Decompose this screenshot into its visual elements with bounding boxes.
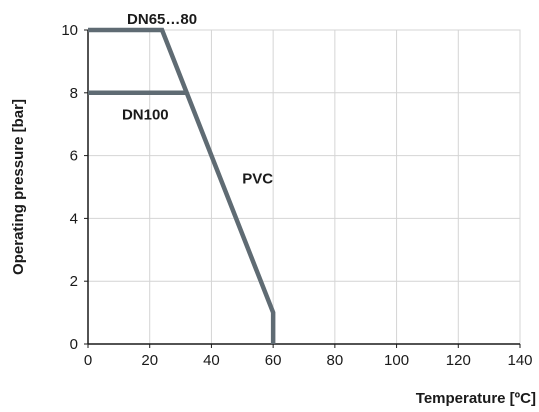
- x-axis-title: Temperature [ºC]: [416, 390, 536, 407]
- x-tick-label-3: 60: [265, 352, 282, 369]
- grid: [87, 29, 521, 345]
- annotation-0: DN65…80: [127, 11, 197, 28]
- y-tick-label-0: 0: [70, 336, 78, 353]
- x-tick-label-4: 80: [327, 352, 344, 369]
- x-tick-labels: 0 20 40 60 80 100 120 140: [84, 344, 533, 369]
- y-tick-label-2: 4: [70, 210, 78, 227]
- x-tick-label-7: 140: [507, 352, 532, 369]
- y-tick-label-4: 8: [70, 85, 78, 102]
- x-tick-label-0: 0: [84, 352, 92, 369]
- y-tick-label-5: 10: [61, 22, 78, 39]
- x-tick-label-1: 20: [141, 352, 158, 369]
- x-tick-label-5: 100: [384, 352, 409, 369]
- annotations: DN65…80 DN100 PVC: [122, 11, 273, 188]
- y-tick-label-1: 2: [70, 273, 78, 290]
- x-tick-label-2: 40: [203, 352, 220, 369]
- y-tick-labels: 0 2 4 6 8 10: [61, 22, 88, 353]
- y-tick-label-3: 6: [70, 148, 78, 165]
- y-axis-title: Operating pressure [bar]: [10, 99, 27, 275]
- series-line-0: [88, 27, 276, 344]
- plot-background: [88, 30, 520, 344]
- annotation-1: DN100: [122, 106, 169, 123]
- annotation-2: PVC: [242, 171, 273, 188]
- x-tick-label-6: 120: [446, 352, 471, 369]
- series-layer: [88, 27, 276, 344]
